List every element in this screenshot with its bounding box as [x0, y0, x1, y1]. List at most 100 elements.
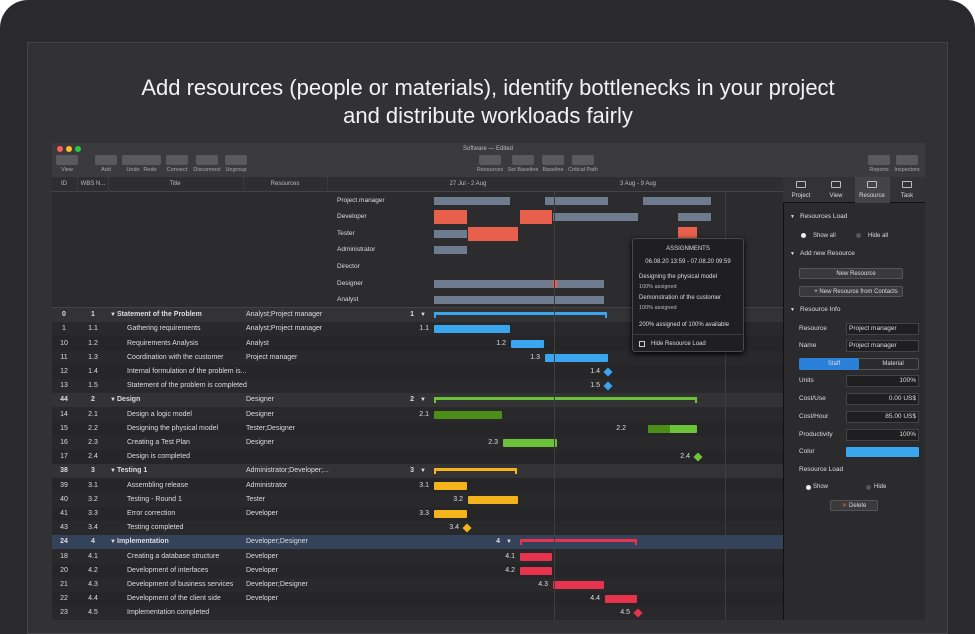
toolbar-label[interactable]: Set Baseline	[507, 167, 539, 173]
button[interactable]	[799, 268, 903, 279]
field-input[interactable]	[846, 411, 919, 423]
field-input[interactable]	[846, 393, 919, 405]
disclosure[interactable]: ▼	[420, 468, 426, 475]
disclosure[interactable]: ▼	[110, 539, 116, 546]
field-value[interactable]: 100%	[899, 431, 916, 438]
field-input[interactable]	[846, 323, 919, 335]
toolbar-button[interactable]	[868, 155, 890, 165]
segment-selected[interactable]	[799, 358, 859, 370]
field-input[interactable]	[846, 340, 919, 352]
table-row[interactable]	[52, 606, 783, 621]
toolbar-label[interactable]: Redo	[143, 167, 157, 173]
toolbar-label[interactable]: Inspectors	[894, 167, 920, 173]
toolbar-label[interactable]: Connect	[166, 167, 188, 173]
segment[interactable]: Staff	[827, 361, 841, 367]
radio-label[interactable]: Show all	[813, 233, 836, 239]
table-row[interactable]	[52, 407, 783, 422]
tab-icon[interactable]	[831, 181, 841, 188]
toolbar-label[interactable]: Critical Path	[568, 167, 598, 173]
inspector-tab[interactable]: Resource	[859, 193, 885, 199]
field-input[interactable]	[846, 375, 919, 387]
toolbar-button[interactable]	[196, 155, 218, 165]
delete-icon[interactable]: ✕	[842, 502, 848, 509]
toolbar-label[interactable]: View	[61, 167, 73, 173]
task-bar[interactable]	[434, 325, 510, 334]
task-bar[interactable]	[468, 495, 518, 504]
toolbar-button[interactable]	[56, 155, 78, 165]
radio-label[interactable]: Hide all	[868, 233, 889, 239]
table-row[interactable]	[52, 492, 783, 507]
field-value[interactable]: 85.00 US$	[885, 413, 916, 420]
toolbar-label[interactable]: Reports	[869, 167, 889, 173]
field-value[interactable]: 100%	[899, 377, 916, 384]
task-bar[interactable]	[503, 438, 557, 447]
tab-icon[interactable]	[902, 181, 912, 188]
task-bar[interactable]	[434, 509, 467, 518]
task-bar[interactable]	[545, 353, 608, 362]
table-row[interactable]	[52, 308, 783, 323]
task-bar[interactable]	[605, 595, 637, 604]
radio-label[interactable]: Show	[813, 484, 829, 490]
task-bar[interactable]	[520, 552, 552, 561]
toolbar-button[interactable]	[225, 155, 247, 165]
table-row[interactable]	[52, 421, 783, 436]
table-row[interactable]	[52, 364, 783, 379]
field-value[interactable]: 0.00 US$	[888, 395, 916, 402]
toolbar-label[interactable]: Disconnect	[193, 167, 221, 173]
toolbar-button[interactable]	[572, 155, 594, 165]
table-row[interactable]	[52, 450, 783, 465]
task-bar[interactable]	[511, 339, 544, 348]
button-label[interactable]: New Resource	[836, 270, 876, 277]
disclosure[interactable]: ▼	[110, 468, 116, 475]
disclosure[interactable]: ▼	[506, 539, 512, 546]
toolbar-button[interactable]	[896, 155, 918, 165]
tab-icon[interactable]	[867, 181, 877, 188]
table-row[interactable]	[52, 336, 783, 351]
tab-icon[interactable]	[796, 181, 806, 188]
toolbar-button[interactable]	[95, 155, 117, 165]
button-label[interactable]: Delete	[849, 502, 867, 509]
radio[interactable]	[806, 484, 811, 490]
field-value[interactable]: Project manager	[849, 325, 897, 332]
table-row[interactable]	[52, 592, 783, 607]
disclosure[interactable]: ▼	[110, 397, 116, 404]
table-row[interactable]	[52, 478, 783, 493]
table-row[interactable]	[52, 549, 783, 564]
disclosure[interactable]: ▼	[420, 312, 426, 319]
inspector-tab[interactable]: Task	[900, 193, 914, 199]
toolbar-button[interactable]	[542, 155, 564, 165]
popup-action[interactable]: Hide Resource Load	[651, 341, 706, 347]
toolbar-label[interactable]: Add	[101, 167, 111, 173]
task-bar[interactable]	[434, 410, 502, 419]
toolbar-label[interactable]: Baseline	[542, 167, 564, 173]
table-row[interactable]	[52, 535, 783, 550]
toolbar-button[interactable]	[139, 155, 161, 165]
action-icon[interactable]	[639, 341, 645, 347]
toolbar-label[interactable]: Undo	[126, 167, 140, 173]
window-control[interactable]	[66, 146, 72, 152]
task-bar[interactable]	[648, 424, 697, 433]
field-input[interactable]	[846, 429, 919, 441]
radio[interactable]	[856, 233, 861, 238]
radio[interactable]	[866, 484, 871, 490]
disclosure[interactable]: ▼	[420, 397, 426, 404]
table-row[interactable]	[52, 435, 783, 450]
table-row[interactable]	[52, 506, 783, 521]
radio-label[interactable]: Hide	[874, 484, 887, 490]
table-row[interactable]	[52, 379, 783, 394]
toolbar-button[interactable]	[512, 155, 534, 165]
task-bar[interactable]	[553, 580, 604, 589]
radio[interactable]	[801, 233, 806, 238]
button[interactable]	[799, 286, 903, 297]
inspector-tab[interactable]: Project	[791, 193, 811, 199]
segment[interactable]: Material	[882, 361, 904, 367]
field-value[interactable]: Project manager	[849, 342, 897, 349]
inspector-tab[interactable]: View	[829, 193, 843, 199]
table-row[interactable]	[52, 521, 783, 536]
color-swatch[interactable]	[846, 447, 919, 457]
table-row[interactable]	[52, 393, 783, 408]
window-control[interactable]	[57, 146, 63, 152]
toolbar-button[interactable]	[122, 155, 144, 165]
window-control[interactable]	[75, 146, 81, 152]
toolbar-button[interactable]	[479, 155, 501, 165]
